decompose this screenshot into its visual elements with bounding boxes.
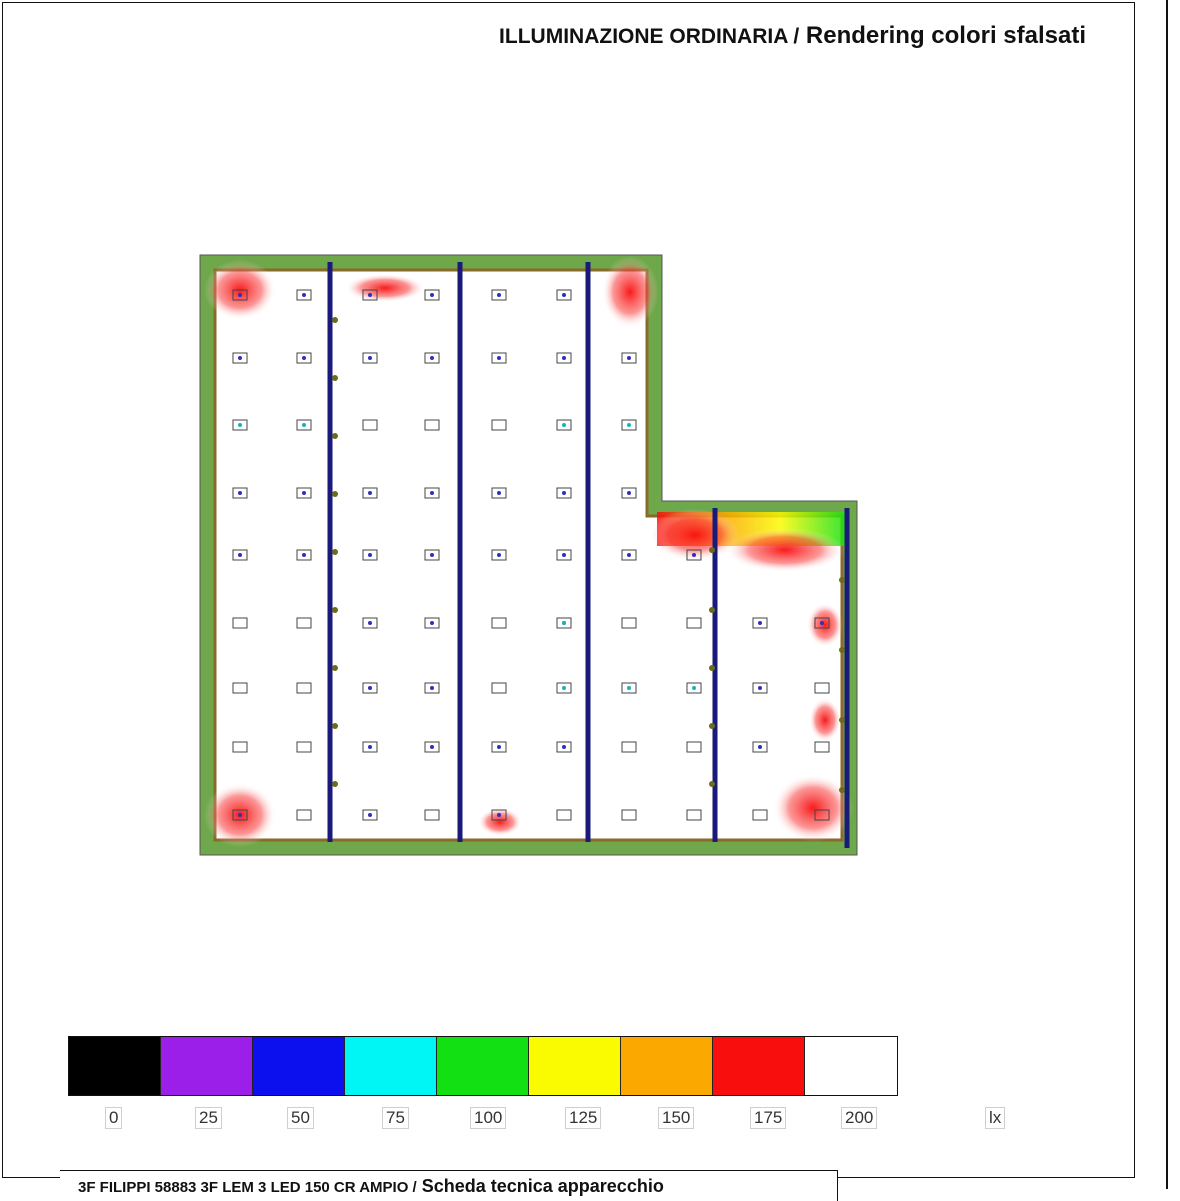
page-title-subject: Rendering colori sfalsati — [799, 22, 1086, 49]
color-scale-tick: 125 — [565, 1107, 602, 1129]
next-page-header: 3F FILIPPI 58883 3F LEM 3 LED 150 CR AMP… — [78, 1176, 664, 1197]
color-scale-tick: 175 — [750, 1107, 787, 1129]
luminaire-dots-cyan — [238, 423, 696, 690]
hotspot — [602, 256, 658, 328]
hotspot — [809, 698, 841, 742]
hotspot — [345, 274, 425, 302]
color-scale-tick: 150 — [658, 1107, 695, 1129]
color-swatch — [253, 1037, 345, 1095]
color-scale-tick: 100 — [470, 1107, 507, 1129]
color-swatch — [529, 1037, 621, 1095]
next-page-product: 3F FILIPPI 58883 3F LEM 3 LED 150 CR AMP… — [78, 1179, 417, 1196]
color-swatch — [161, 1037, 253, 1095]
hotspot — [725, 528, 845, 572]
illuminance-color-scale — [68, 1036, 898, 1096]
hotspot — [478, 808, 522, 836]
color-scale-tick: 25 — [195, 1107, 222, 1129]
color-swatch — [713, 1037, 805, 1095]
next-page-subject: Scheda tecnica apparecchio — [416, 1176, 664, 1196]
color-swatch — [69, 1037, 161, 1095]
color-scale-tick: 0 — [105, 1107, 123, 1129]
shelf-markers — [332, 317, 845, 793]
perimeter-wall-band — [200, 255, 857, 855]
page-edge-rule — [1166, 0, 1168, 1189]
color-swatch — [345, 1037, 437, 1095]
color-scale-tick: 75 — [382, 1107, 409, 1129]
page-title: ILLUMINAZIONE ORDINARIA / Rendering colo… — [499, 22, 1086, 50]
luminaire-grid — [232, 289, 830, 821]
color-swatch — [437, 1037, 529, 1095]
page-title-section: ILLUMINAZIONE ORDINARIA / — [499, 25, 800, 48]
color-scale-unit: lx — [985, 1107, 1006, 1129]
color-scale-tick: 50 — [287, 1107, 314, 1129]
hotspot — [807, 603, 843, 647]
hotspot — [773, 774, 853, 842]
color-swatch — [621, 1037, 713, 1095]
color-scale-tick: 200 — [841, 1107, 878, 1129]
shelving-walls — [327, 262, 850, 848]
perimeter-outline — [199, 254, 858, 856]
illuminance-floor-plan — [199, 254, 858, 856]
color-swatch — [805, 1037, 897, 1095]
